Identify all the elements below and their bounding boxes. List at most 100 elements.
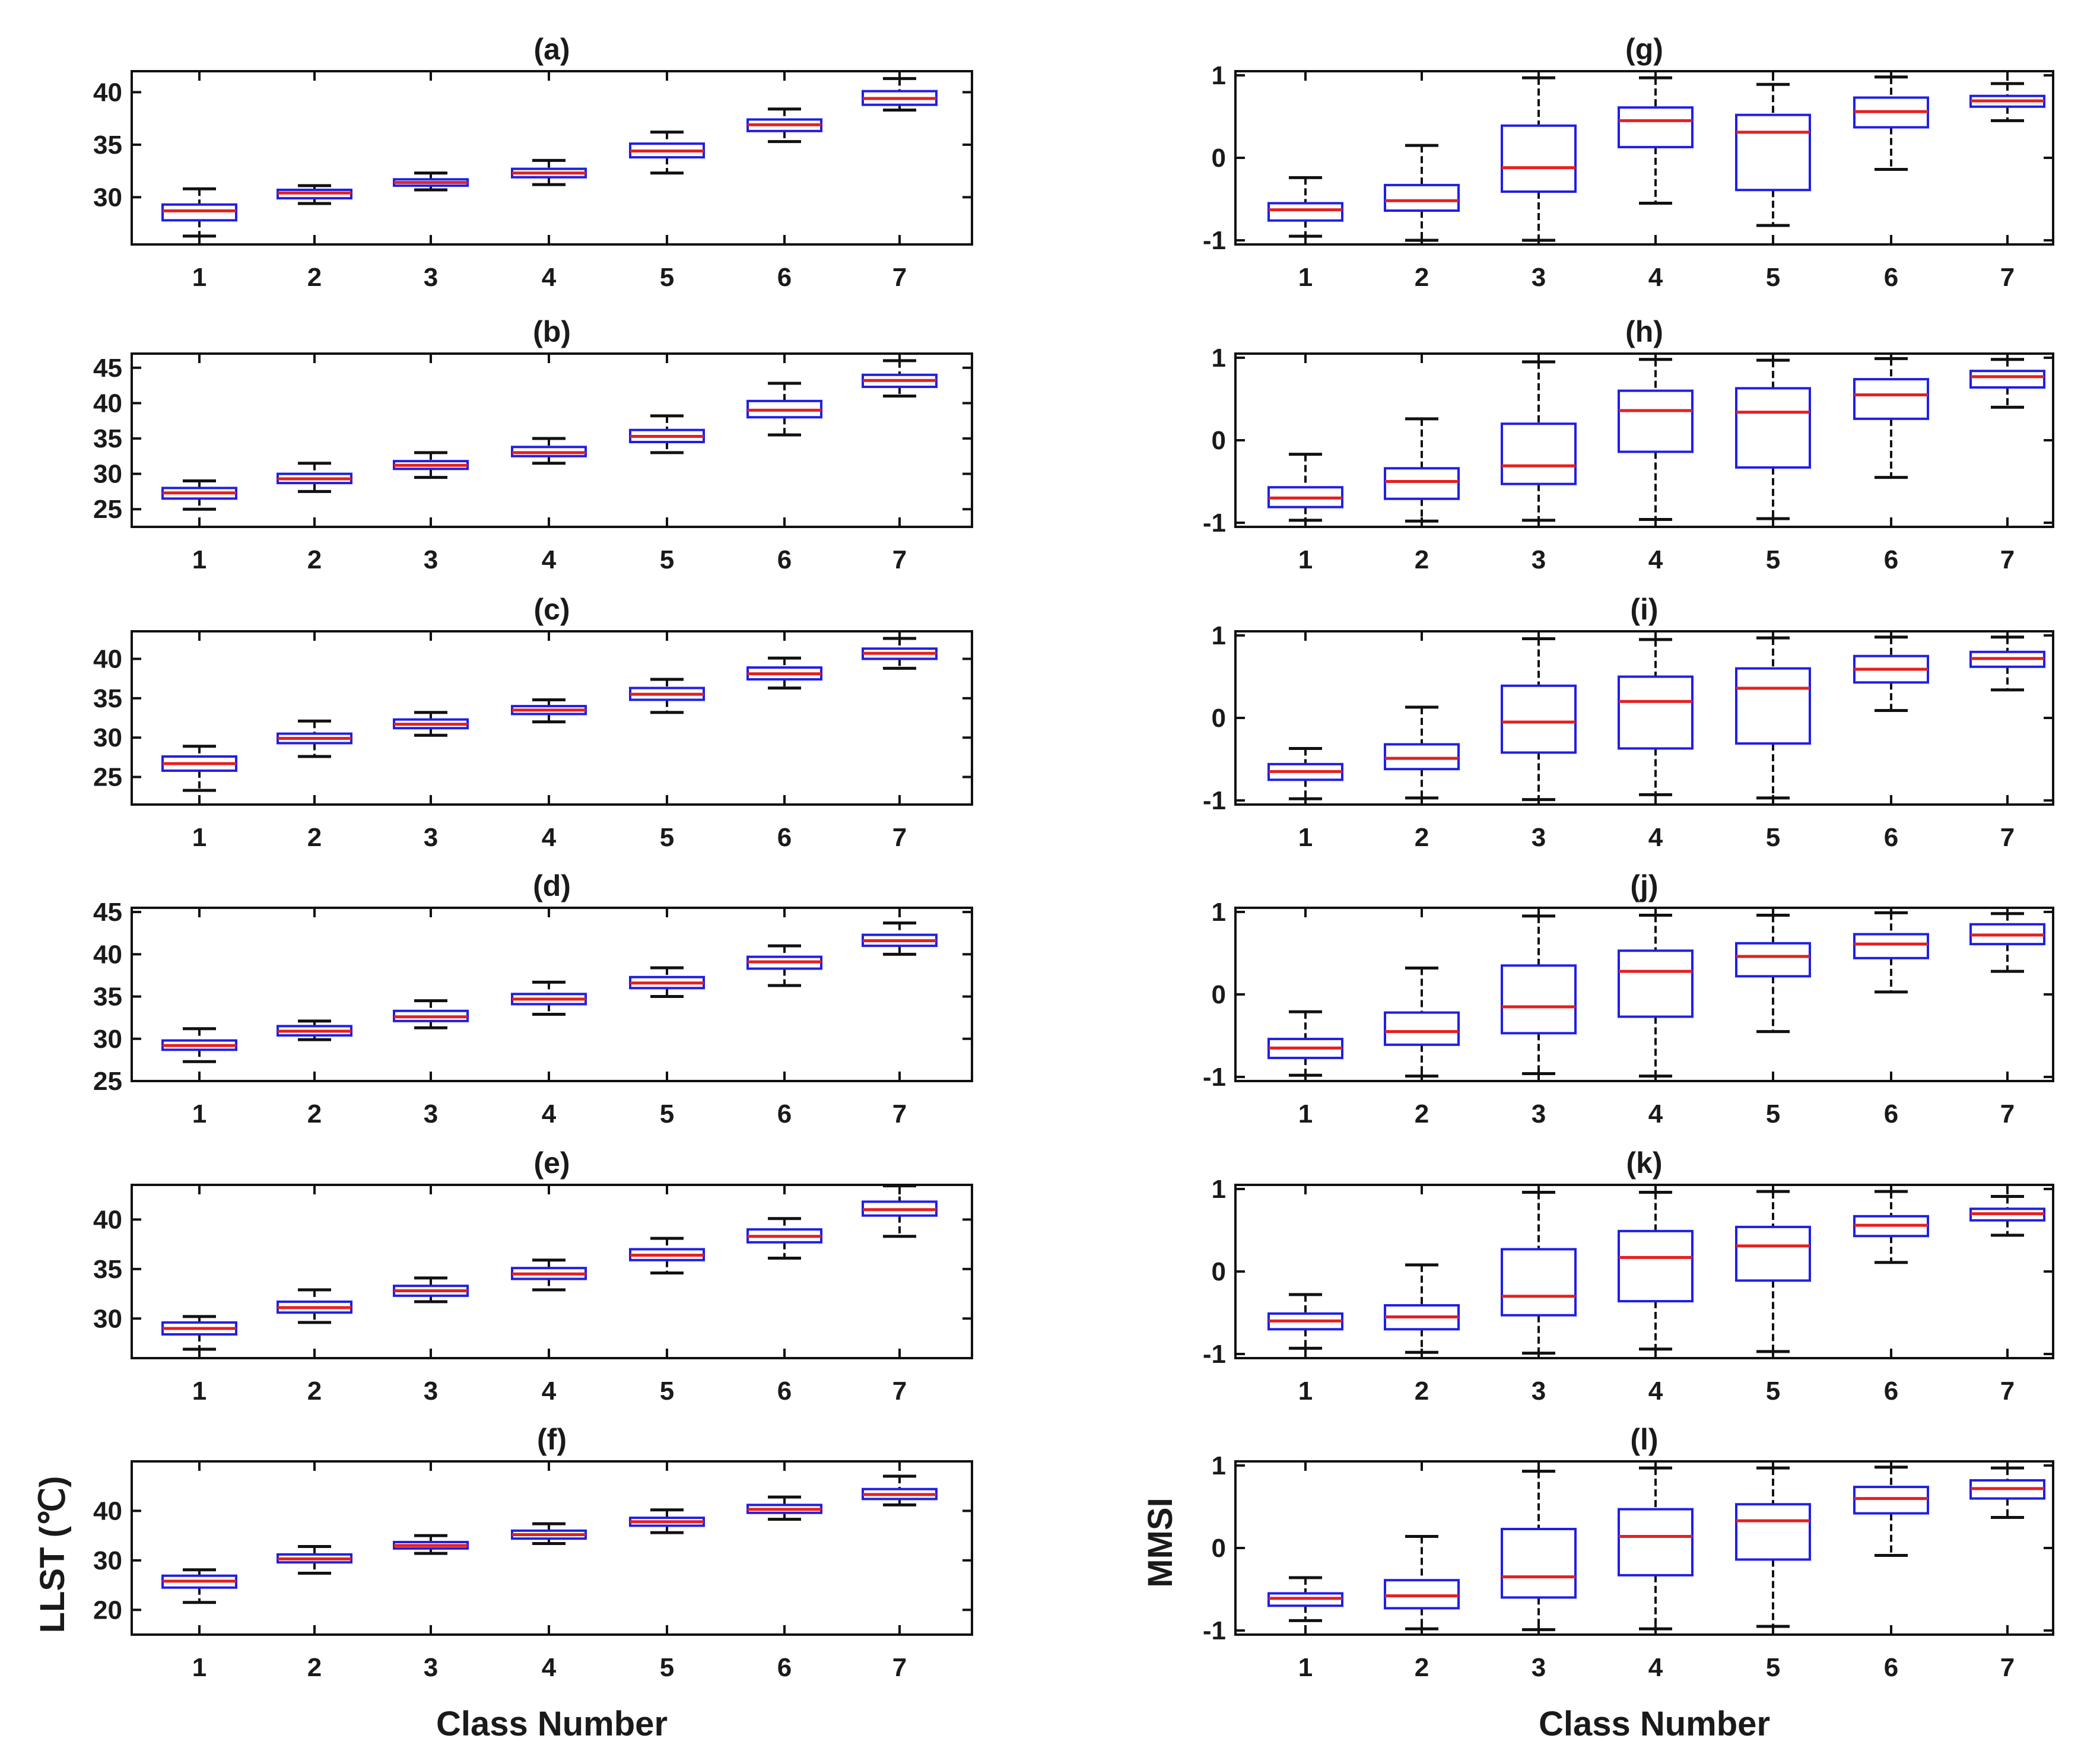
x-tick-label: 7	[892, 823, 907, 852]
x-tick-label: 6	[777, 263, 792, 292]
box-class-1	[1267, 1010, 1343, 1077]
x-tick-label: 1	[1298, 1653, 1313, 1682]
x-tick-label: 3	[1532, 545, 1546, 574]
box-class-2	[1384, 705, 1460, 800]
y-tick-label: 1	[1212, 61, 1226, 90]
box-class-5	[629, 131, 705, 175]
box-class-6	[1853, 1190, 1929, 1264]
box-class-5	[629, 1236, 705, 1275]
iqr-box	[1384, 743, 1460, 771]
plot-frame	[131, 1460, 973, 1636]
panel-c: (c) 25 30 35 40 1 2 3 4 5 6 7	[93, 593, 973, 852]
x-tick-label: 1	[192, 1099, 206, 1129]
x-tick-label: 7	[2000, 1099, 2015, 1129]
x-tick-label: 2	[307, 1377, 322, 1406]
panel-l: (l) -1 0 1 1 2 3 4 5 6 7	[1203, 1423, 2054, 1682]
box-class-7	[1969, 358, 2045, 409]
box-class-3	[393, 451, 469, 479]
iqr-box	[1735, 1225, 1811, 1282]
y-tick-label: 1	[1212, 898, 1226, 927]
y-tick-label: 35	[93, 983, 122, 1012]
right-ylabel: MMSI	[1141, 1498, 1180, 1587]
panel-title: (b)	[533, 315, 571, 348]
x-tick-label: 2	[307, 1653, 322, 1682]
iqr-box	[1853, 933, 1929, 959]
box-class-2	[277, 1019, 352, 1041]
x-tick-label: 6	[777, 1653, 792, 1682]
box-class-1	[1267, 453, 1343, 522]
iqr-box	[1618, 106, 1694, 148]
box-class-6	[1853, 911, 1929, 994]
panel-k: (k) -1 0 1 1 2 3 4 5 6 7	[1203, 1146, 2054, 1406]
panel-title: (a)	[533, 33, 570, 66]
x-tick-label: 2	[307, 1099, 322, 1129]
x-tick-label: 4	[542, 263, 557, 292]
box-class-6	[1853, 75, 1929, 171]
box-class-6	[746, 382, 822, 437]
box-class-1	[1267, 1293, 1343, 1350]
panel-g: (g) -1 0 1 1 2 3 4 5 6 7	[1203, 33, 2054, 292]
panel-title: (e)	[533, 1146, 570, 1180]
box-class-4	[1618, 638, 1694, 796]
box-class-7	[1969, 1194, 2045, 1237]
plot-frame	[131, 352, 973, 528]
box-class-1	[1267, 176, 1343, 238]
box-class-3	[393, 1534, 469, 1555]
box-class-2	[1384, 417, 1460, 523]
box-class-5	[1735, 1190, 1811, 1353]
y-tick-label: -1	[1203, 786, 1226, 815]
box-class-7	[862, 77, 938, 112]
left-ylabel: LLST (℃)	[33, 1476, 72, 1633]
box-class-4	[511, 158, 587, 186]
box-class-7	[862, 359, 938, 398]
iqr-box	[1384, 467, 1460, 500]
x-tick-label: 1	[192, 545, 206, 574]
x-tick-label: 2	[1415, 1377, 1429, 1406]
x-tick-label: 2	[1415, 263, 1429, 292]
x-tick-label: 1	[1298, 823, 1313, 852]
x-tick-label: 4	[1648, 823, 1663, 852]
box-class-2	[277, 184, 352, 205]
box-class-7	[862, 921, 938, 956]
box-class-3	[393, 999, 469, 1029]
box-class-7	[862, 1184, 938, 1238]
y-tick-label: 40	[93, 940, 122, 969]
iqr-box	[1618, 949, 1694, 1018]
y-tick-label: 45	[93, 898, 122, 927]
right-xlabel: Class Number	[1539, 1705, 1770, 1743]
x-tick-label: 2	[307, 545, 322, 574]
x-tick-label: 4	[542, 823, 557, 852]
x-tick-label: 7	[2000, 545, 2015, 574]
x-tick-label: 5	[1766, 263, 1780, 292]
y-tick-label: -1	[1203, 1616, 1226, 1645]
box-class-3	[1501, 637, 1577, 802]
x-tick-label: 3	[424, 545, 438, 574]
y-tick-label: -1	[1203, 508, 1226, 538]
iqr-box	[1618, 389, 1694, 453]
box-class-2	[277, 462, 352, 493]
x-tick-label: 6	[777, 823, 792, 852]
box-class-3	[393, 1276, 469, 1304]
x-tick-label: 2	[1415, 823, 1429, 852]
plot-frame	[131, 70, 973, 246]
panel-title: (f)	[537, 1423, 567, 1456]
x-tick-label: 1	[192, 263, 206, 292]
x-tick-label: 4	[542, 1377, 557, 1406]
x-tick-label: 2	[307, 263, 322, 292]
y-tick-label: 1	[1212, 1451, 1226, 1480]
y-tick-label: 1	[1212, 621, 1226, 650]
x-tick-label: 5	[1766, 1377, 1780, 1406]
x-tick-label: 5	[660, 263, 674, 292]
box-class-7	[1969, 635, 2045, 692]
box-class-7	[862, 1474, 938, 1506]
x-tick-label: 4	[1648, 263, 1663, 292]
box-class-5	[629, 966, 705, 999]
iqr-box	[1735, 387, 1811, 469]
iqr-box	[1384, 183, 1460, 212]
y-tick-label: 30	[93, 460, 122, 489]
iqr-box	[1384, 1011, 1460, 1046]
iqr-box	[161, 203, 237, 222]
box-class-5	[1735, 82, 1811, 227]
